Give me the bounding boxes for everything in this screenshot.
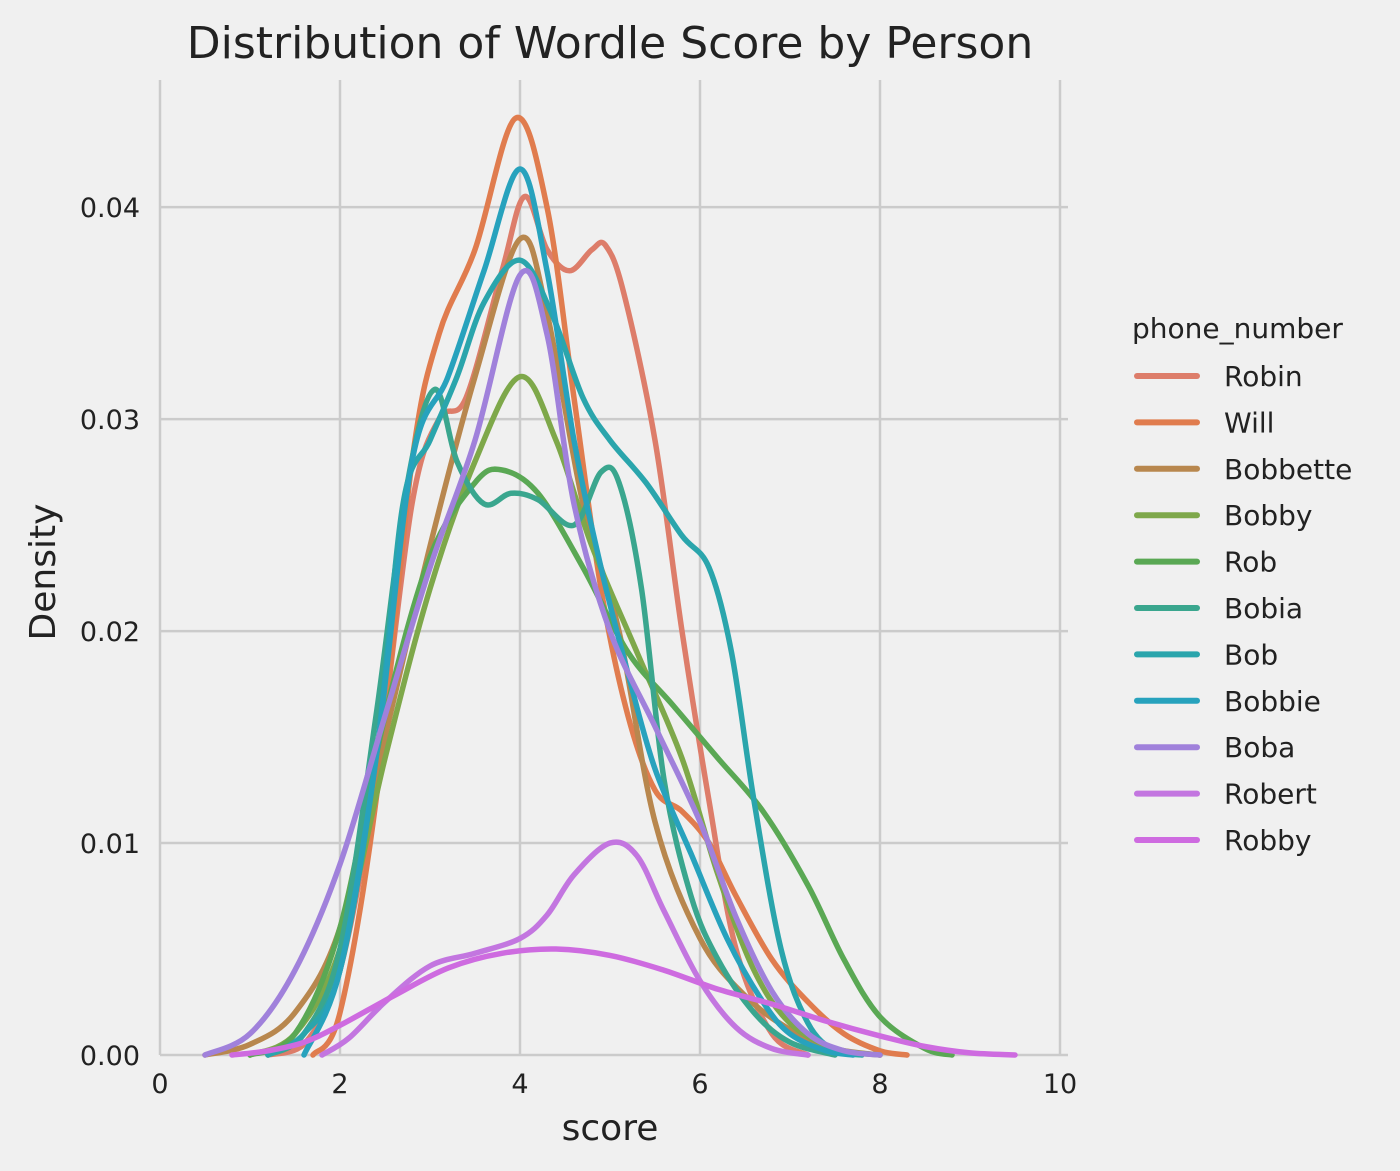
legend: phone_number Robin Will Bobbette Bobby Rob Bo… xyxy=(1132,312,1352,857)
x-tick-label-2: 4 xyxy=(511,1069,528,1100)
legend-item-bobbie: Bobbie xyxy=(1134,685,1321,718)
legend-items: Robin Will Bobbette Bobby Rob Bobia Bob Bobbie B… xyxy=(1134,360,1352,857)
legend-item-boba: Boba xyxy=(1134,731,1295,764)
x-tick-label-5: 10 xyxy=(1043,1069,1077,1100)
chart-title: Distribution of Wordle Score by Person xyxy=(187,18,1033,69)
legend-label-robert: Robert xyxy=(1224,778,1317,811)
legend-title: phone_number xyxy=(1132,312,1343,345)
density-curves xyxy=(202,114,1018,1058)
y-tick-label-0: 0.00 xyxy=(80,1041,140,1072)
y-tick-label-3: 0.03 xyxy=(80,405,140,436)
y-tick-label-4: 0.04 xyxy=(80,193,140,224)
legend-label-will: Will xyxy=(1224,406,1274,439)
legend-item-robby: Robby xyxy=(1134,824,1311,857)
legend-label-boba: Boba xyxy=(1224,731,1295,764)
y-tick-label-2: 0.02 xyxy=(80,617,140,648)
legend-label-robby: Robby xyxy=(1224,824,1311,857)
legend-item-rob: Rob xyxy=(1134,546,1277,579)
density-curve-robby xyxy=(229,946,1018,1058)
legend-label-bobby: Bobby xyxy=(1224,499,1312,532)
legend-label-bob: Bob xyxy=(1224,638,1278,671)
x-tick-label-4: 8 xyxy=(871,1069,888,1100)
legend-item-bob: Bob xyxy=(1134,638,1278,671)
tick-labels: 0 2 4 6 8 10 0.00 0.01 0.02 0.03 0.04 xyxy=(80,193,1077,1100)
legend-label-robin: Robin xyxy=(1224,360,1303,393)
density-curve-bobia xyxy=(265,386,838,1058)
legend-item-will: Will xyxy=(1134,406,1274,439)
legend-item-bobia: Bobia xyxy=(1134,592,1303,625)
legend-item-bobby: Bobby xyxy=(1134,499,1312,532)
x-tick-label-1: 2 xyxy=(331,1069,348,1100)
x-tick-label-0: 0 xyxy=(151,1069,168,1100)
legend-label-rob: Rob xyxy=(1224,546,1277,579)
density-curve-robert xyxy=(319,839,811,1058)
gridlines xyxy=(158,80,1068,1057)
y-axis-label: Density xyxy=(23,504,64,641)
legend-item-bobbette: Bobbette xyxy=(1134,453,1352,486)
y-tick-label-1: 0.01 xyxy=(80,829,140,860)
x-axis-label: score xyxy=(562,1108,659,1149)
legend-label-bobbie: Bobbie xyxy=(1224,685,1321,718)
density-curve-will xyxy=(310,114,910,1058)
legend-label-bobia: Bobia xyxy=(1224,592,1303,625)
legend-label-bobbette: Bobbette xyxy=(1224,453,1352,486)
legend-item-robin: Robin xyxy=(1134,360,1303,393)
legend-item-robert: Robert xyxy=(1134,778,1317,811)
density-curve-boba xyxy=(202,267,883,1058)
x-tick-label-3: 6 xyxy=(691,1069,708,1100)
density-curve-bobbie xyxy=(301,166,856,1058)
